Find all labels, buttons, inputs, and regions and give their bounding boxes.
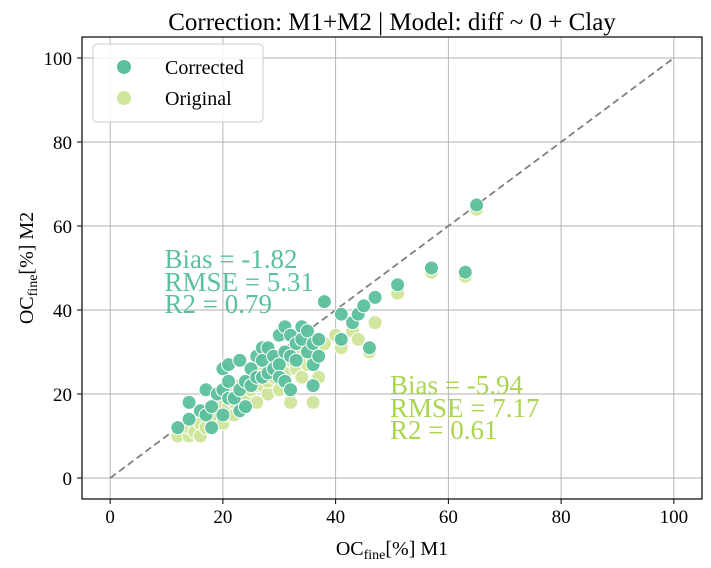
legend-label-corrected: Corrected (165, 57, 244, 79)
point-original (305, 394, 321, 410)
point-original (294, 369, 310, 385)
point-corrected (305, 378, 321, 394)
x-axis-label: OCfine[%] M1 (336, 538, 448, 563)
x-tick-label: 0 (105, 507, 115, 528)
legend-marker-original (116, 90, 132, 106)
point-corrected (299, 323, 315, 339)
x-axis-label-sub: fine (364, 548, 386, 563)
x-tick-label: 60 (439, 507, 458, 528)
point-corrected (283, 382, 299, 398)
x-axis-label-tail: [%] M1 (385, 538, 448, 560)
stat-original-line: Bias = -5.94 (390, 370, 523, 400)
point-corrected (288, 352, 304, 368)
y-tick-label: 20 (53, 385, 72, 406)
point-corrected (311, 348, 327, 364)
y-axis-label-tail: [%] M2 (16, 212, 38, 275)
point-corrected (457, 264, 473, 280)
y-axis-label: OCfine[%] M2 (16, 212, 41, 324)
chart-title: Correction: M1+M2 | Model: diff ~ 0 + Cl… (168, 9, 616, 36)
point-corrected (367, 289, 383, 305)
x-axis-label-main: OC (336, 538, 364, 560)
point-corrected (311, 331, 327, 347)
stat-original-line: R2 = 0.61 (390, 415, 498, 445)
point-corrected (390, 277, 406, 293)
grid-lines (82, 37, 702, 499)
point-corrected (232, 352, 248, 368)
y-axis-label-sub: fine (26, 275, 41, 297)
data-points (170, 197, 485, 444)
point-original (350, 331, 366, 347)
point-corrected (333, 306, 349, 322)
point-corrected (170, 420, 186, 436)
point-corrected (237, 399, 253, 415)
point-original (367, 315, 383, 331)
point-corrected (221, 373, 237, 389)
legend-label-original: Original (165, 88, 232, 110)
point-corrected (204, 399, 220, 415)
y-tick-label: 0 (63, 469, 73, 490)
stat-corrected-line: Bias = -1.82 (165, 244, 298, 274)
stat-original-line: RMSE = 7.17 (390, 393, 540, 423)
stat-corrected-line: RMSE = 5.31 (165, 267, 315, 297)
x-tick-label: 100 (660, 507, 689, 528)
point-corrected (181, 394, 197, 410)
x-tick-label: 40 (326, 507, 345, 528)
y-tick-label: 60 (53, 217, 72, 238)
legend-marker-corrected (116, 59, 132, 75)
point-corrected (333, 331, 349, 347)
point-corrected (316, 294, 332, 310)
y-tick-label: 40 (53, 301, 72, 322)
axis-ticks: 0 20 40 60 80 100 0 20 40 60 80 100 (44, 49, 689, 528)
x-tick-label: 20 (213, 507, 232, 528)
point-corrected (215, 407, 231, 423)
point-corrected (361, 340, 377, 356)
y-tick-label: 100 (44, 49, 73, 70)
point-corrected (423, 260, 439, 276)
y-axis-label-main: OC (16, 296, 38, 324)
x-tick-label: 80 (552, 507, 571, 528)
reference-line (109, 57, 675, 479)
point-corrected (356, 298, 372, 314)
point-corrected (204, 420, 220, 436)
point-original (283, 394, 299, 410)
legend: Corrected Original (92, 43, 264, 123)
plot-frame (81, 36, 703, 500)
y-tick-label: 80 (53, 133, 72, 154)
point-corrected (181, 411, 197, 427)
stat-corrected-line: R2 = 0.79 (165, 289, 273, 319)
point-corrected (469, 197, 485, 213)
legend-box (92, 43, 264, 123)
